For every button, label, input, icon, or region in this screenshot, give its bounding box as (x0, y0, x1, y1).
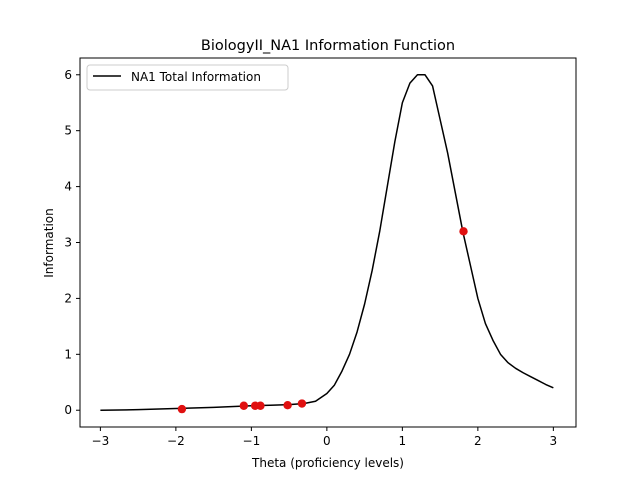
data-point (256, 401, 265, 410)
y-tick-label: 3 (64, 236, 72, 250)
data-point (239, 401, 249, 410)
data-point (177, 404, 187, 414)
x-tick-label: −2 (167, 434, 185, 448)
x-tick-label: 2 (474, 434, 482, 448)
y-tick-label: 5 (64, 124, 72, 138)
legend-box (86, 64, 289, 91)
y-tick-label: 6 (64, 68, 72, 82)
y-tick-label: 4 (64, 180, 72, 194)
plot-frame (79, 57, 577, 428)
x-tick-label: −1 (243, 434, 261, 448)
y-tick-label: 1 (64, 347, 72, 361)
data-point (283, 401, 292, 410)
y-axis: 0 1 2 3 4 5 6 (64, 68, 80, 417)
x-tick-label: 1 (399, 434, 407, 448)
information-curve (100, 74, 554, 411)
plot-area (100, 74, 554, 414)
x-tick-label: 3 (550, 434, 558, 448)
legend-label: NA1 Total Information (131, 70, 261, 84)
y-tick-label: 2 (64, 291, 72, 305)
y-axis-label: Information (42, 208, 56, 277)
x-axis-label: Theta (proficiency levels) (251, 456, 404, 470)
data-point (459, 227, 468, 236)
data-point (297, 399, 307, 408)
legend: NA1 Total Information (86, 64, 289, 91)
chart-title: BiologyII_NA1 Information Function (201, 38, 455, 54)
x-tick-label: −3 (92, 434, 110, 448)
x-tick-label: 0 (323, 434, 331, 448)
x-axis: −3 −2 −1 0 1 2 3 (92, 427, 558, 448)
y-tick-label: 0 (64, 403, 72, 417)
